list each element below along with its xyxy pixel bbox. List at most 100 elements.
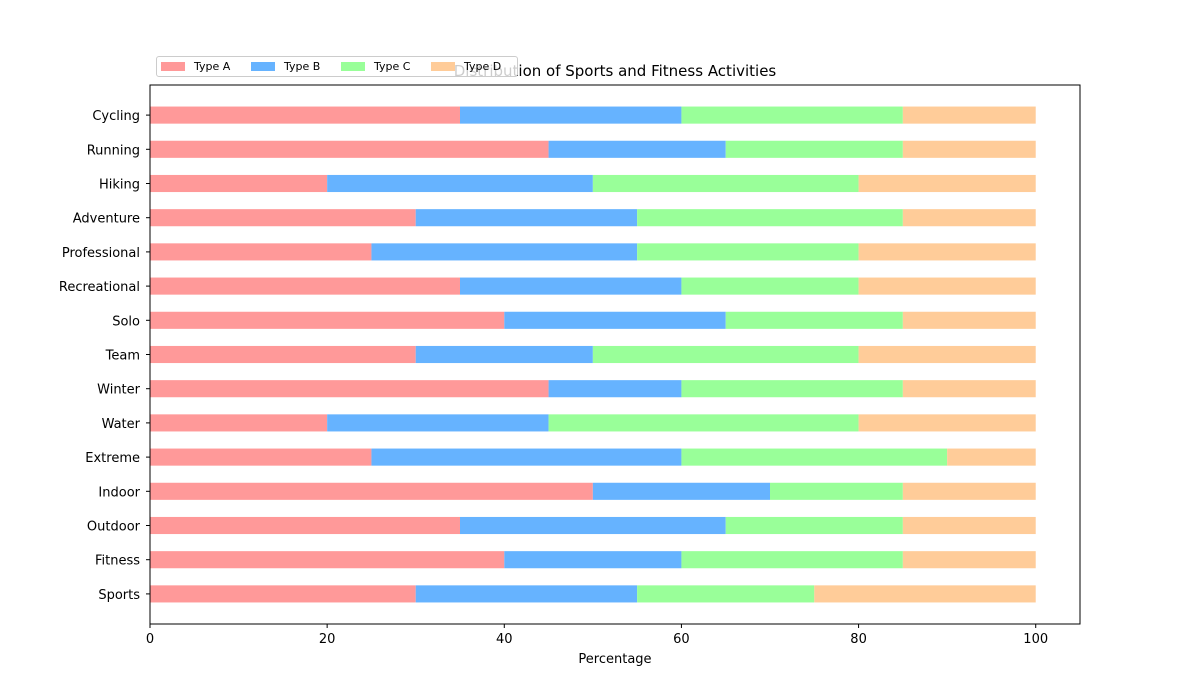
legend-swatch — [431, 62, 455, 71]
bar-adventure-type-c — [637, 209, 903, 227]
bar-team-type-a — [150, 345, 416, 364]
y-tick-label: Hiking — [99, 177, 140, 192]
bar-winter-type-b — [548, 380, 682, 398]
y-tick-label: Solo — [112, 314, 140, 329]
bar-team-type-c — [592, 345, 859, 364]
bar-winter-type-d — [902, 380, 1036, 398]
x-tick-label: 80 — [850, 632, 867, 647]
bar-fitness-type-a — [150, 551, 505, 569]
bar-fitness-type-c — [681, 551, 903, 569]
legend-label: Type A — [194, 60, 231, 73]
legend-label: Type B — [284, 60, 321, 73]
bar-cycling-type-c — [681, 106, 903, 124]
legend-swatch — [161, 62, 185, 71]
y-tick-label: Adventure — [73, 212, 140, 227]
y-tick-label: Extreme — [85, 451, 140, 466]
legend-label: Type D — [464, 60, 502, 73]
legend-swatch — [251, 62, 275, 71]
legend-label: Type C — [374, 60, 411, 73]
legend-item: Type C — [337, 60, 427, 73]
bars-layer — [150, 106, 1036, 603]
bar-cycling-type-d — [902, 106, 1036, 124]
bar-professional-type-d — [858, 243, 1036, 261]
bar-solo-type-b — [504, 311, 726, 329]
bar-recreational-type-d — [858, 277, 1036, 295]
bar-recreational-type-a — [150, 277, 460, 295]
bar-extreme-type-d — [947, 448, 1036, 466]
bar-sports-type-a — [150, 585, 416, 603]
y-tick-label: Sports — [98, 588, 140, 603]
bar-professional-type-c — [637, 243, 859, 261]
legend: Type A Type B Type C Type D — [156, 56, 518, 77]
bar-running-type-b — [548, 140, 726, 158]
x-tick-label: 20 — [319, 632, 336, 647]
bar-water-type-d — [858, 414, 1036, 432]
y-axis-ticks: Sports Fitness Outdoor Indoor Extreme Water Wi… — [59, 109, 150, 603]
bar-indoor-type-d — [902, 482, 1036, 500]
x-tick-label: 0 — [146, 632, 154, 647]
bar-hiking-type-a — [150, 174, 328, 193]
bar-running-type-a — [150, 140, 549, 158]
legend-swatch — [341, 62, 365, 71]
bar-sports-type-d — [814, 585, 1036, 603]
legend-item: Type D — [427, 60, 517, 73]
y-tick-label: Cycling — [92, 109, 140, 124]
y-tick-label: Water — [102, 417, 141, 432]
legend-item: Type B — [247, 60, 337, 73]
legend-item: Type A — [157, 60, 247, 73]
bar-winter-type-c — [681, 380, 903, 398]
y-tick-label: Recreational — [59, 280, 140, 295]
bar-extreme-type-b — [371, 448, 682, 466]
bar-adventure-type-b — [415, 209, 638, 227]
bar-recreational-type-b — [460, 277, 682, 295]
bar-recreational-type-c — [681, 277, 859, 295]
y-tick-label: Outdoor — [87, 520, 141, 535]
x-axis-label: Percentage — [578, 652, 651, 667]
bar-running-type-d — [902, 140, 1036, 158]
bar-cycling-type-a — [150, 106, 460, 124]
bar-fitness-type-b — [504, 551, 682, 569]
bar-water-type-c — [548, 414, 859, 432]
bar-winter-type-a — [150, 380, 549, 398]
bar-hiking-type-c — [592, 174, 859, 193]
bar-adventure-type-d — [902, 209, 1036, 227]
y-tick-label: Winter — [97, 383, 141, 398]
bar-extreme-type-c — [681, 448, 948, 466]
bar-outdoor-type-c — [725, 516, 903, 535]
x-tick-label: 40 — [496, 632, 513, 647]
y-tick-label: Professional — [62, 246, 140, 261]
bar-outdoor-type-d — [902, 516, 1036, 535]
plot-frame — [149, 84, 1081, 625]
chart-title: Distribution of Sports and Fitness Activ… — [454, 62, 777, 80]
bar-adventure-type-a — [150, 209, 416, 227]
bar-indoor-type-a — [150, 482, 593, 500]
y-tick-label: Fitness — [95, 554, 140, 569]
bar-sports-type-b — [415, 585, 638, 603]
y-tick-label: Running — [87, 143, 140, 158]
x-tick-label: 100 — [1023, 632, 1048, 647]
bar-indoor-type-c — [770, 482, 903, 500]
bar-extreme-type-a — [150, 448, 372, 466]
bar-team-type-d — [858, 345, 1036, 364]
bar-outdoor-type-a — [150, 516, 460, 535]
x-tick-label: 60 — [673, 632, 690, 647]
bar-hiking-type-d — [858, 174, 1036, 193]
bar-professional-type-a — [150, 243, 372, 261]
bar-hiking-type-b — [327, 174, 593, 193]
bar-water-type-a — [150, 414, 328, 432]
y-tick-label: Indoor — [98, 485, 140, 500]
bar-team-type-b — [415, 345, 593, 364]
bar-solo-type-a — [150, 311, 505, 329]
bar-solo-type-d — [902, 311, 1036, 329]
bar-professional-type-b — [371, 243, 638, 261]
bar-solo-type-c — [725, 311, 903, 329]
bar-running-type-c — [725, 140, 903, 158]
bar-water-type-b — [327, 414, 549, 432]
x-axis-ticks: 0 20 40 60 80 100 — [146, 624, 1048, 647]
bar-indoor-type-b — [592, 482, 770, 500]
bar-fitness-type-d — [902, 551, 1036, 569]
bar-sports-type-c — [637, 585, 815, 603]
bar-outdoor-type-b — [460, 516, 726, 535]
bar-cycling-type-b — [460, 106, 682, 124]
